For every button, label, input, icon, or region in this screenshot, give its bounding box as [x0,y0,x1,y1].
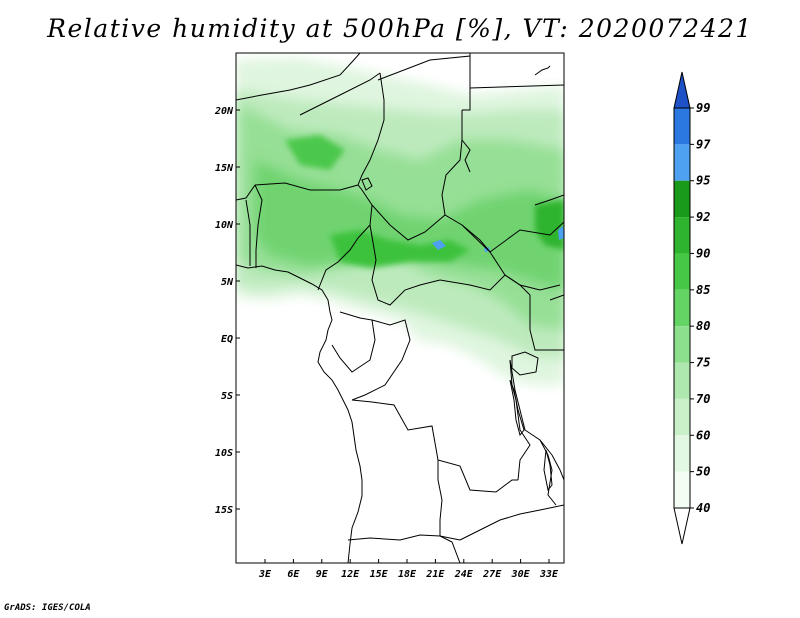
border-car-drc [439,274,531,296]
colorbar-top-arrow [673,71,691,109]
colorbar-segment [674,398,690,436]
humidity-band-95b [558,226,564,240]
lon-tick-label: 18E [398,569,417,580]
map-title: Relative humidity at 500hPa [%], VT: 202… [47,14,753,43]
colorbar-segment [674,217,690,254]
lat-tick-label: EQ [221,334,233,345]
lon-tick-label: 12E [341,569,360,580]
colorbar-segment [674,362,690,399]
border-nigeria-cameroon [317,189,373,291]
border-uganda [529,295,564,351]
border-southsudan-drc [489,251,561,291]
lake-victoria [511,351,539,376]
lon-tick-label: 27E [482,569,502,580]
border-chad-car [371,204,491,253]
nile-river [461,139,471,173]
lon-tick-label: 21E [425,569,445,580]
humidity-band-92-north [285,135,345,170]
colorbar-outline [673,107,691,509]
lon-tick-label: 30E [511,569,531,580]
colorbar-label: 95 [696,174,710,188]
lake-tanganyika [509,379,525,437]
border-drc-tanzania [509,359,553,456]
border-burkina [236,184,256,201]
lake-chad [361,177,373,191]
colorbar-segment [674,289,690,327]
lat-tick-label: 10N [215,220,234,231]
lat-tick-label: 20N [214,106,234,117]
colorbar-segment [674,435,690,472]
humidity-band-92 [535,200,564,250]
map-boundaries [236,53,564,563]
colorbar-label: 92 [696,210,710,224]
border-niger-algeria [299,72,381,116]
humidity-field [236,58,564,385]
lat-tick-label: 10S [215,448,233,459]
border-chad-sudan [441,110,463,216]
ethiopia-border [534,194,564,206]
border-chad-libya [377,53,471,81]
colorbar-label: 85 [696,283,710,297]
sea-red-sea [534,65,551,76]
border-benin [254,184,263,268]
colorbar: 99 97 95 92 90 85 80 75 70 60 50 40 [673,71,711,545]
colorbar-label: 75 [696,356,710,370]
colorbar-segment [674,253,690,290]
border-togo [245,199,251,266]
lat-tick-label: 15S [215,505,233,516]
colorbar-segment [674,108,690,145]
border-libya-egypt [462,56,471,111]
border-malawi [539,439,557,506]
lon-tick-label: 3E [258,569,272,580]
colorbar-label: 97 [696,137,711,151]
border-sudan-southsudan [461,221,564,253]
colorbar-label: 80 [696,319,710,333]
longitude-axis: 3E 6E 9E 12E 15E 18E 21E 24E 27E 30E 33E [258,559,559,580]
border-gabon-congo [331,311,376,373]
border-angola-namibia [347,534,461,541]
border-nigeria-niger [254,182,363,191]
lat-tick-label: 15N [215,163,234,174]
latitude-axis: 20N 15N 10N 5N EQ 5S 10S 15S [214,106,240,516]
colorbar-label: 70 [696,392,710,406]
humidity-band-95 [432,240,446,250]
colorbar-segment [674,180,690,218]
colorbar-label: 40 [696,501,710,515]
lon-tick-label: 9E [316,569,329,580]
colorbar-bottom-arrow [673,507,691,545]
coastline-west-africa [236,264,363,563]
grads-credit: GrADS: IGES/COLA [4,603,91,613]
colorbar-label: 99 [696,101,710,115]
colorbar-segment [674,144,690,181]
border-botswana [439,535,461,563]
lat-tick-label: 5N [221,277,234,288]
border-mozambique [551,454,564,481]
lon-tick-label: 24E [454,569,474,580]
border-drc-angola [351,399,518,493]
border-niger-chad [357,72,385,186]
border-zambia-zimbabwe [459,504,564,541]
lon-tick-label: 15E [370,569,389,580]
humidity-band-85 [255,160,564,290]
kenya-border [549,294,564,301]
border-egypt-sudan [469,84,564,89]
colorbar-label: 50 [696,465,710,479]
lat-tick-label: 5S [221,391,233,402]
border-zambia-south [437,460,443,536]
border-niger-mali [236,53,361,101]
lon-tick-label: 33E [539,569,559,580]
border-congo-drc [351,319,411,401]
colorbar-label: 60 [696,428,710,442]
colorbar-segment [674,471,690,508]
colorbar-label: 90 [696,246,710,260]
border-car-cameroon [369,224,441,306]
lake-malawi [543,449,553,492]
lon-tick-label: 6E [287,569,300,580]
plot-frame [235,52,565,564]
colorbar-segment [674,326,690,363]
humidity-band-90 [330,230,470,268]
